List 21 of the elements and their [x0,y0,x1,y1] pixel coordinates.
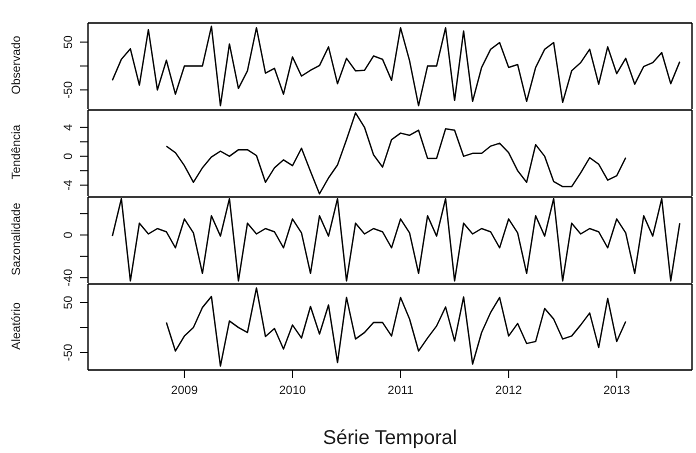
y-tick-label: -50 [61,80,75,99]
x-tick-label: 2013 [603,383,630,397]
x-tick-label: 2012 [495,383,522,397]
y-axis-title: Sazonalidade [9,202,23,276]
x-tick-label: 2010 [279,383,306,397]
y-tick-label: 50 [61,296,75,310]
y-axis-title: Tendência [9,124,23,180]
y-tick-label: 4 [61,124,75,131]
x-tick-label: 2009 [171,383,198,397]
x-tick-label: 2011 [388,383,414,397]
y-axis-title: Observado [9,36,23,94]
y-tick-label: -4 [61,180,75,190]
x-axis-title: Série Temporal [322,427,458,449]
line-series [112,26,680,106]
y-tick-label: -50 [61,344,75,362]
y-tick-label: -40 [61,268,75,286]
y-tick-label: 0 [61,152,75,160]
line-series [166,287,626,367]
y-tick-label: 0 [61,231,75,238]
y-tick-label: 50 [61,35,75,49]
y-axis-title: Aleatório [9,302,23,350]
